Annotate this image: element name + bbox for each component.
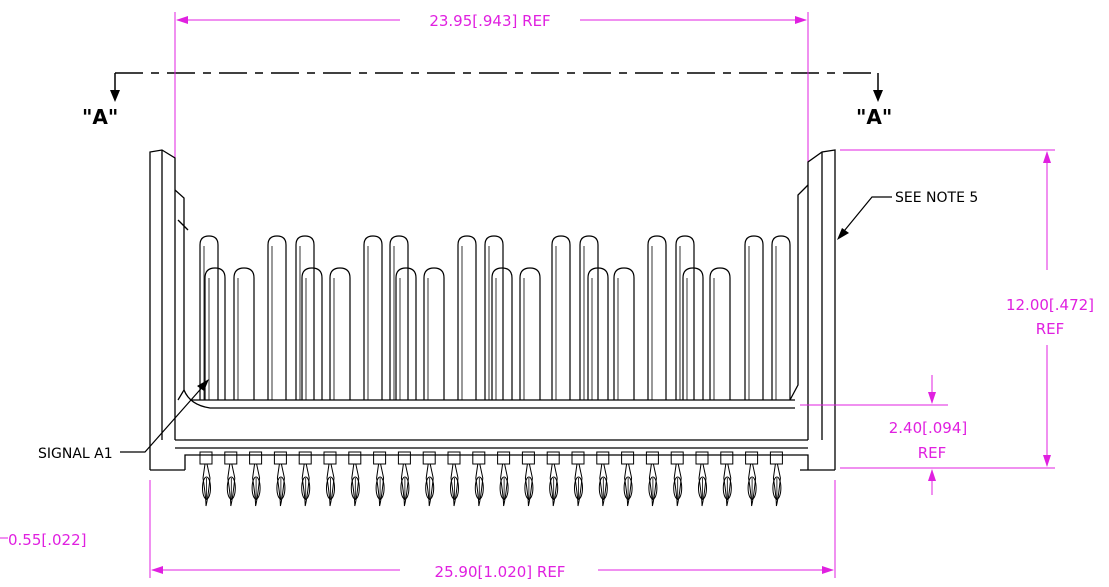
pin-shoulder [720, 451, 734, 465]
solder-pin [276, 463, 285, 507]
section-arrow-left-icon [110, 90, 120, 102]
connector-housing [149, 149, 836, 471]
pin-shoulder [397, 451, 411, 465]
solder-pin [599, 463, 608, 507]
dimension-top-width [174, 12, 809, 165]
contact-finger [682, 267, 704, 400]
solder-pin [648, 463, 657, 507]
contact-finger [423, 267, 445, 400]
pin-shoulder [224, 451, 238, 465]
dimension-pin-offset [800, 375, 948, 495]
callout-see-note-leader [837, 196, 892, 240]
dimension-pin-pitch-label: 0.55[.022] [8, 531, 87, 549]
solder-pin [376, 463, 385, 507]
pin-shoulder [670, 451, 684, 465]
solder-pin [351, 463, 360, 507]
solder-pin [227, 463, 236, 507]
dimension-overall-width [149, 480, 836, 578]
pin-shoulder [695, 451, 709, 465]
solder-pin [624, 463, 633, 507]
contact-finger [204, 267, 226, 400]
contact-finger [675, 235, 695, 400]
contact-finger [329, 267, 351, 400]
solder-pin [524, 463, 533, 507]
contact-finger [613, 267, 635, 400]
dimension-height [840, 149, 1055, 469]
section-cut-line [114, 72, 879, 92]
pin-shoulder [621, 451, 635, 465]
pin-shoulder [645, 451, 659, 465]
pin-shoulder [273, 451, 287, 465]
pin-shoulder [546, 451, 560, 465]
contact-finger [295, 235, 315, 400]
solder-pin [301, 463, 310, 507]
solder-pin [549, 463, 558, 507]
solder-pin [326, 463, 335, 507]
pin-shoulder [348, 451, 362, 465]
contact-finger [587, 267, 609, 400]
pin-shoulder [373, 451, 387, 465]
pin-shoulder [199, 451, 213, 465]
contact-finger [301, 267, 323, 400]
section-marker-right: "A" [856, 105, 892, 129]
solder-pin [574, 463, 583, 507]
pin-shoulder [422, 451, 436, 465]
dimension-overall-width-label: 25.90[1.020] REF [435, 563, 566, 581]
dimension-top-width-label: 23.95[.943] REF [429, 12, 550, 30]
pin-shoulder [298, 451, 312, 465]
callout-signal-leader [120, 379, 209, 453]
contact-finger [484, 235, 504, 400]
section-marker-left: "A" [82, 105, 118, 129]
contact-finger [389, 235, 409, 400]
solder-pin [425, 463, 434, 507]
contact-finger [551, 235, 571, 400]
contact-fingers [199, 235, 791, 400]
pin-shoulder [596, 451, 610, 465]
solder-pin [673, 463, 682, 507]
solder-pin [698, 463, 707, 507]
dimension-height-ref: REF [1036, 320, 1065, 338]
pin-shoulder [472, 451, 486, 465]
solder-pin [450, 463, 459, 507]
contact-finger [395, 267, 417, 400]
contact-finger [771, 235, 791, 400]
solder-pin [475, 463, 484, 507]
pin-shoulder [769, 451, 783, 465]
contact-finger [491, 267, 513, 400]
pin-shoulder [521, 451, 535, 465]
pin-shoulder [249, 451, 263, 465]
pin-shoulder [497, 451, 511, 465]
solder-pins [199, 451, 783, 507]
callout-see-note: SEE NOTE 5 [895, 190, 978, 206]
dimension-pin-offset-ref: REF [918, 444, 947, 462]
pin-shoulder [571, 451, 585, 465]
contact-finger [519, 267, 541, 400]
section-arrow-right-icon [873, 90, 883, 102]
contact-finger [363, 235, 383, 400]
callout-signal: SIGNAL A1 [38, 446, 113, 462]
solder-pin [723, 463, 732, 507]
solder-pin [252, 463, 261, 507]
pin-shoulder [323, 451, 337, 465]
contact-finger [233, 267, 255, 400]
dimension-pin-offset-label: 2.40[.094] [889, 419, 968, 437]
contact-finger [267, 235, 287, 400]
contact-finger [709, 267, 731, 400]
solder-pin [772, 463, 781, 507]
pin-shoulder [745, 451, 759, 465]
solder-pin [400, 463, 409, 507]
solder-pin [500, 463, 509, 507]
pin-shoulder [447, 451, 461, 465]
contact-finger [579, 235, 599, 400]
contact-finger [199, 235, 219, 400]
contact-finger [457, 235, 477, 400]
solder-pin [202, 463, 211, 507]
solder-pin [748, 463, 757, 507]
dimension-height-label: 12.00[.472] [1006, 296, 1094, 314]
contact-finger [647, 235, 667, 400]
contact-finger [744, 235, 764, 400]
